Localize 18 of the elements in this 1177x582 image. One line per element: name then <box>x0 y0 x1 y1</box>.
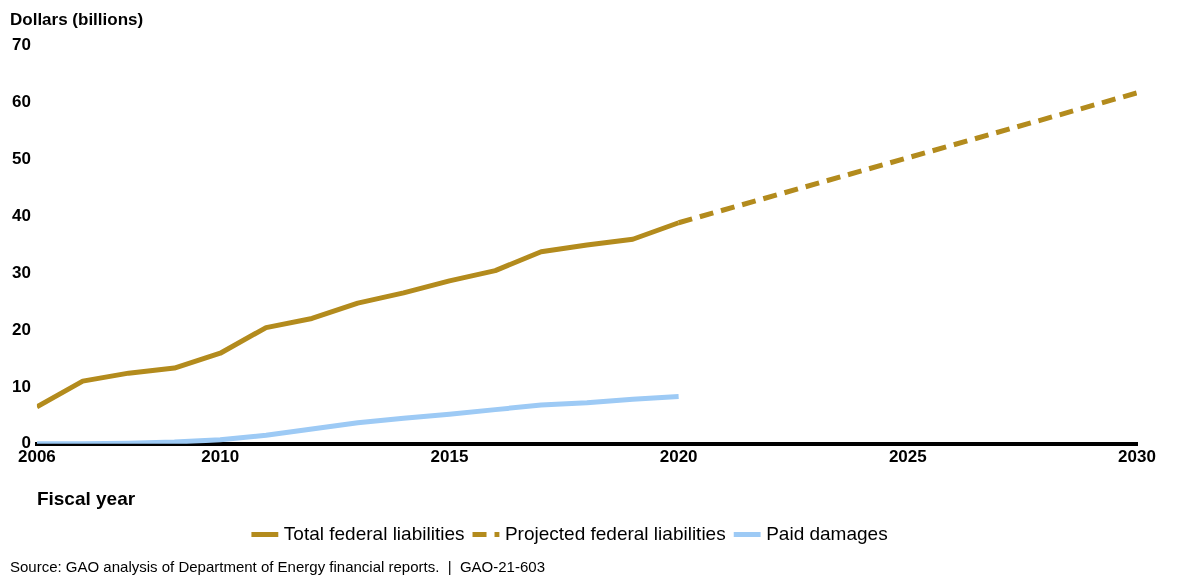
x-axis-title: Fiscal year <box>36 487 136 509</box>
x-tick-label: 2025 <box>888 446 927 466</box>
y-tick-label: 10 <box>11 376 31 396</box>
x-tick-label: 2010 <box>201 446 240 466</box>
y-tick-label: 70 <box>11 34 31 54</box>
y-tick-label: 50 <box>11 148 31 168</box>
y-tick-label: 30 <box>11 262 31 282</box>
y-tick-label: 40 <box>11 205 31 225</box>
x-tick-label: 2030 <box>1118 446 1156 466</box>
y-tick-label: 60 <box>11 91 31 111</box>
y-tick-label: 20 <box>11 319 31 339</box>
source-note: Source: GAO analysis of Department of Energy financial reports. | GAO-21-603 <box>10 557 545 575</box>
x-tick-label: 2015 <box>430 446 469 466</box>
legend-label: Projected federal liabilities <box>504 522 726 544</box>
x-tick-label: 2020 <box>659 446 698 466</box>
legend-label: Total federal liabilities <box>283 522 465 544</box>
y-axis-title: Dollars (billions) <box>10 10 144 30</box>
legend-label: Paid damages <box>766 522 888 544</box>
